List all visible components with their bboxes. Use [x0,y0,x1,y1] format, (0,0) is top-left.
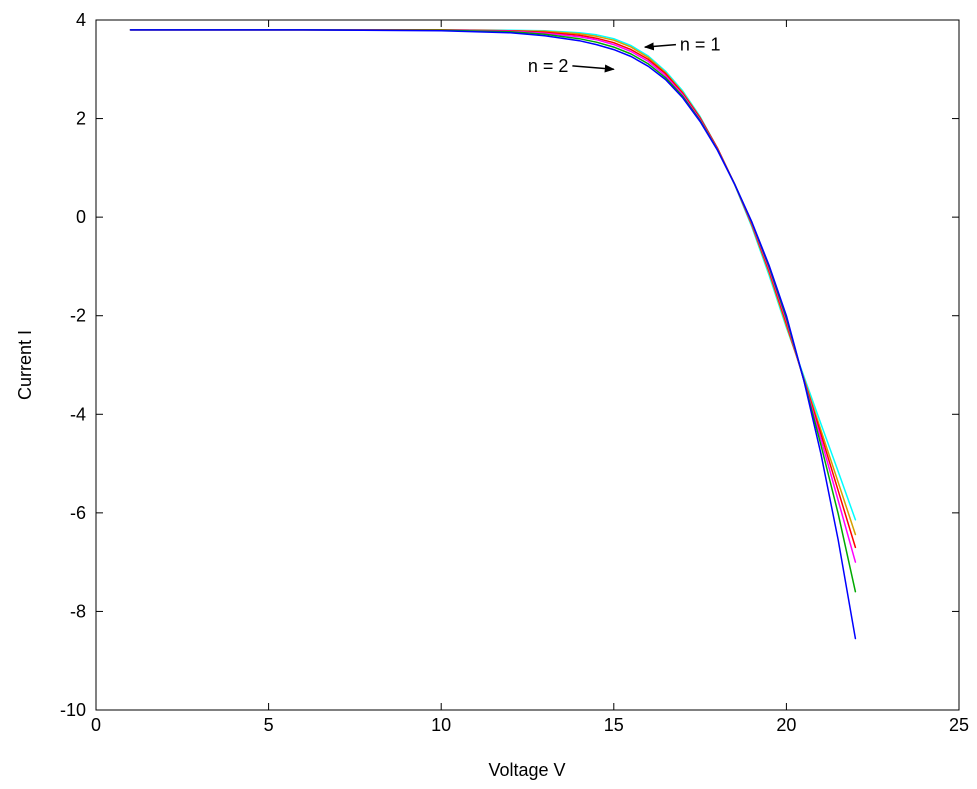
y-axis-label: Current I [15,330,35,400]
annotation-label-n2: n = 2 [528,56,569,76]
x-tick-label: 5 [264,715,274,735]
x-axis-label: Voltage V [488,760,565,780]
x-tick-label: 15 [604,715,624,735]
tick-layer: 0 5 10 15 20 25 -10 -8 -6 -4 -2 0 2 4 [60,10,969,735]
annotation-arrow-n1 [643,42,676,51]
y-tick-label: -8 [70,601,86,621]
annotation-arrow-n2 [572,64,615,73]
series-layer [129,29,857,640]
y-tick-label: -4 [70,404,86,424]
plot-area [95,19,960,711]
y-tick-label: 2 [76,109,86,129]
series-line-6 [129,29,857,640]
x-tick-label: 20 [776,715,796,735]
y-tick-label: -10 [60,700,86,720]
x-tick-label: 0 [91,715,101,735]
annotation-layer: n = 1 n = 2 [528,35,721,76]
x-tick-label: 10 [431,715,451,735]
x-tick-label: 25 [949,715,969,735]
y-tick-label: -2 [70,306,86,326]
y-tick-label: 0 [76,207,86,227]
annotation-label-n1: n = 1 [680,35,721,55]
y-tick-label: -6 [70,503,86,523]
y-tick-label: 4 [76,10,86,30]
